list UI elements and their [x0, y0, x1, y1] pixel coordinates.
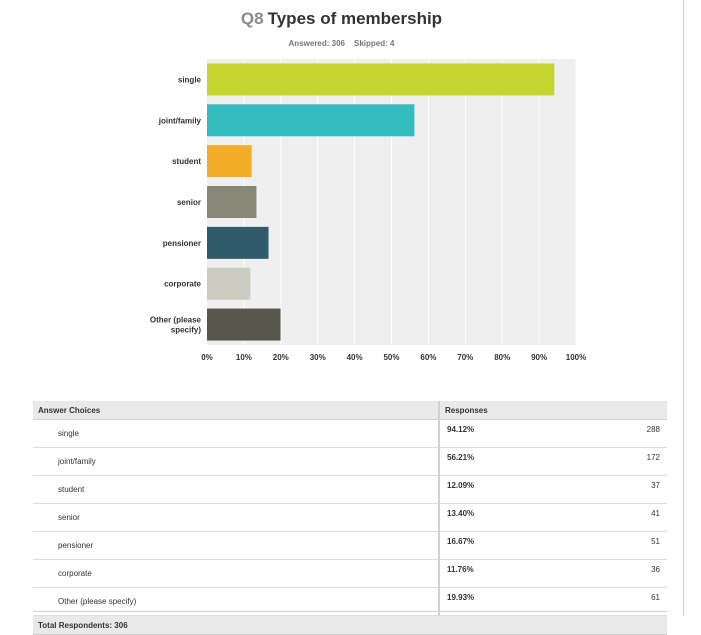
row-choice: single [33, 419, 440, 448]
x-tick-label: 100% [566, 353, 586, 362]
x-tick-label: 90% [531, 353, 547, 362]
x-tick-label: 30% [310, 353, 326, 362]
row-count: 41 [583, 503, 667, 532]
response-stats: Answered: 306 Skipped: 4 [0, 39, 683, 48]
x-tick-label: 50% [383, 353, 399, 362]
table-row: pensioner 16.67% 51 [33, 531, 667, 560]
header-responses: Responses [439, 401, 667, 420]
category-label-line: student [172, 157, 201, 166]
category-label: pensioner [163, 239, 201, 248]
category-label: student [172, 157, 201, 166]
bar-2 [207, 104, 415, 137]
row-percent: 11.76% [439, 559, 584, 588]
bar-6 [207, 267, 251, 300]
category-label-line: senior [177, 198, 201, 207]
bottom-rule [33, 611, 667, 612]
row-choice: student [33, 475, 440, 504]
category-label: single [178, 75, 202, 84]
row-count: 288 [583, 419, 667, 448]
page-edge-rule [683, 0, 684, 616]
row-percent: 12.09% [439, 475, 584, 504]
question-title-line: Q8 Types of membership [0, 9, 683, 29]
row-count: 51 [583, 531, 667, 560]
category-label-line: single [178, 75, 202, 84]
row-count: 37 [583, 475, 667, 504]
question-number: Q8 [240, 9, 264, 28]
table-row: joint/family 56.21% 172 [33, 447, 667, 476]
row-percent: 16.67% [439, 531, 584, 560]
row-percent: 13.40% [439, 503, 584, 532]
bar-1 [207, 63, 555, 96]
category-label-line: pensioner [163, 239, 201, 248]
row-choice: corporate [33, 559, 440, 588]
table-row: single 94.12% 288 [33, 419, 667, 448]
x-tick-label: 0% [201, 353, 213, 362]
x-tick-label: 40% [347, 353, 363, 362]
x-tick-label: 70% [457, 353, 473, 362]
row-count: 36 [583, 559, 667, 588]
membership-bar-chart: single joint/family student senior pensioner… [150, 59, 586, 362]
bar-4 [207, 186, 257, 218]
x-tick-label: 60% [420, 353, 436, 362]
category-label-line: Other (please [150, 316, 202, 325]
category-label-line: joint/family [158, 116, 202, 125]
total-respondents: Total Respondents: 306 [33, 615, 667, 635]
results-table: Answer Choices Responses single 94.12% 2… [33, 401, 667, 635]
bar-3 [207, 145, 252, 178]
question-title: Types of membership [267, 9, 443, 28]
row-choice: pensioner [33, 531, 440, 560]
x-tick-label: 10% [236, 353, 252, 362]
answered-count: Answered: 306 [288, 39, 345, 48]
row-choice: joint/family [33, 447, 440, 476]
x-tick-label: 20% [273, 353, 289, 362]
skipped-count: Skipped: 4 [354, 39, 395, 48]
row-percent: 56.21% [439, 447, 584, 476]
category-label-line: specify) [171, 326, 202, 335]
category-label: corporate [164, 280, 201, 289]
category-label: senior [177, 198, 201, 207]
row-count: 172 [583, 447, 667, 476]
category-label: joint/family [158, 116, 202, 125]
total-row: Total Respondents: 306 [33, 615, 667, 635]
bar-5 [207, 226, 269, 259]
category-label: Other (please specify) [150, 316, 202, 335]
bar-7 [207, 308, 281, 341]
table-header-row: Answer Choices Responses [33, 401, 667, 420]
x-tick-label: 80% [494, 353, 510, 362]
row-choice: senior [33, 503, 440, 532]
row-percent: 94.12% [439, 419, 584, 448]
table-row: senior 13.40% 41 [33, 503, 667, 532]
category-label-line: corporate [164, 280, 201, 289]
header-answer-choices: Answer Choices [33, 401, 440, 420]
table-row: student 12.09% 37 [33, 475, 667, 504]
table-row: corporate 11.76% 36 [33, 559, 667, 588]
